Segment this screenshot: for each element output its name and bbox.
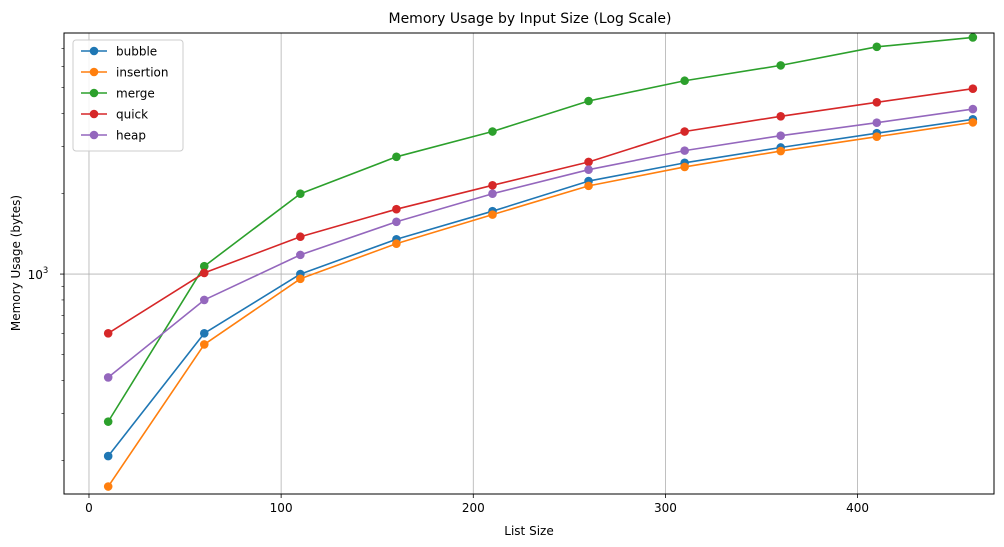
legend-marker-quick	[89, 109, 99, 119]
data-point-insertion	[296, 274, 305, 284]
series-layer	[103, 33, 978, 491]
series-merge	[103, 33, 978, 426]
data-point-heap	[872, 118, 882, 128]
x-axis-ticks: 0 100 200 300 400	[85, 494, 869, 515]
data-point-merge	[872, 42, 882, 52]
data-point-quick	[680, 127, 689, 136]
legend-label-insertion: insertion	[116, 66, 169, 80]
series-quick	[103, 84, 978, 338]
series-line-merge	[107, 36, 973, 423]
plot-frame	[63, 32, 995, 495]
data-point-bubble	[103, 451, 113, 461]
legend-marker-merge	[89, 88, 99, 98]
y-axis-ticks: 103	[28, 48, 64, 461]
data-point-bubble	[199, 328, 209, 338]
data-point-merge	[392, 152, 401, 162]
data-point-quick	[488, 181, 497, 190]
legend-label-bubble: bubble	[116, 45, 157, 59]
series-insertion	[103, 118, 978, 491]
x-tick-label: 200	[462, 501, 485, 515]
y-axis-label: Memory Usage (bytes)	[9, 195, 23, 331]
data-point-insertion	[488, 210, 497, 219]
data-point-heap	[392, 217, 401, 227]
x-axis-label: List Size	[504, 524, 553, 538]
data-point-merge	[776, 61, 786, 70]
series-line-bubble	[107, 118, 973, 457]
data-point-quick	[776, 111, 786, 121]
series-line-insertion	[107, 121, 973, 487]
series-line-quick	[107, 87, 973, 334]
data-point-insertion	[776, 146, 786, 156]
legend-label-heap: heap	[116, 129, 146, 143]
data-point-heap	[199, 295, 209, 305]
data-point-quick	[968, 84, 978, 93]
data-point-quick	[103, 328, 113, 338]
data-point-heap	[968, 104, 978, 114]
data-point-insertion	[968, 118, 978, 127]
legend-marker-insertion	[89, 67, 99, 77]
legend: bubble insertion merge quick heap	[72, 39, 184, 152]
data-point-insertion	[392, 239, 401, 248]
grid	[64, 33, 994, 494]
data-point-heap	[776, 131, 786, 140]
data-point-quick	[872, 98, 882, 107]
x-tick-label: 0	[85, 501, 93, 515]
legend-marker-bubble	[89, 46, 99, 56]
data-point-merge	[199, 261, 209, 271]
data-point-merge	[488, 127, 497, 136]
x-tick-label: 100	[270, 501, 293, 515]
series-line-heap	[107, 108, 973, 379]
data-point-quick	[392, 204, 401, 214]
data-point-merge	[584, 96, 593, 106]
x-tick-label: 400	[846, 501, 869, 515]
legend-box	[72, 39, 184, 152]
data-point-heap	[680, 146, 689, 155]
data-point-merge	[680, 76, 689, 86]
data-point-insertion	[584, 181, 593, 191]
data-point-insertion	[103, 482, 113, 491]
x-tick-label: 300	[654, 501, 677, 515]
y-tick-label: 103	[28, 266, 49, 282]
series-bubble	[103, 115, 978, 461]
legend-label-quick: quick	[116, 108, 148, 122]
data-point-heap	[584, 165, 593, 175]
data-point-heap	[296, 250, 305, 260]
data-point-merge	[968, 33, 978, 42]
data-point-quick	[199, 268, 209, 278]
data-point-heap	[103, 373, 113, 382]
data-point-quick	[296, 232, 305, 242]
legend-marker-heap	[89, 130, 99, 140]
chart-title: Memory Usage by Input Size (Log Scale)	[388, 11, 671, 27]
legend-label-merge: merge	[116, 87, 155, 101]
data-point-insertion	[872, 132, 882, 142]
data-point-heap	[488, 189, 497, 199]
series-heap	[103, 104, 978, 382]
data-point-merge	[103, 417, 113, 426]
data-point-insertion	[680, 162, 689, 172]
data-point-merge	[296, 189, 305, 199]
data-point-insertion	[199, 340, 209, 349]
data-point-quick	[584, 157, 593, 167]
